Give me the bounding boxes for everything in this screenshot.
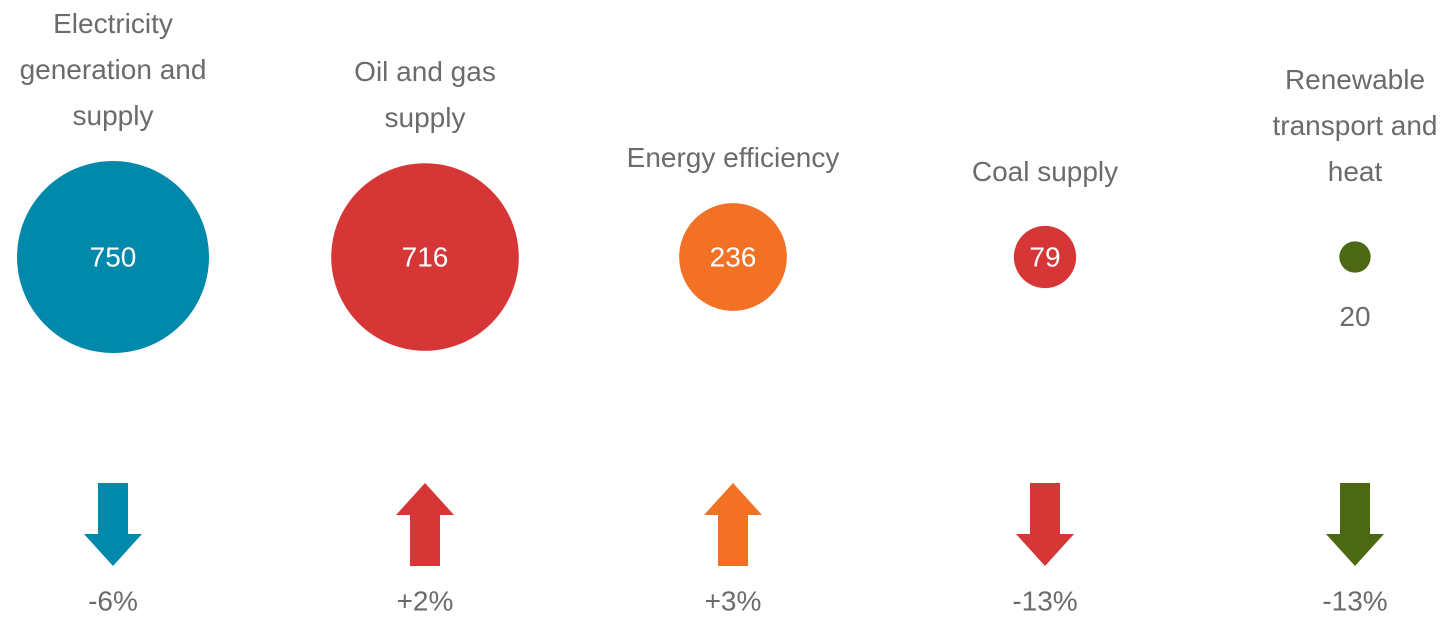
change-arrow	[84, 483, 142, 566]
category-label: Coal supply	[971, 156, 1119, 187]
bubble-value: 20	[1339, 301, 1370, 332]
change-arrow	[704, 483, 762, 566]
bubble	[1339, 241, 1371, 273]
change-arrow	[1016, 483, 1074, 566]
bubble	[331, 163, 519, 351]
change-arrow	[396, 483, 454, 566]
change-label: +3%	[705, 585, 762, 616]
change-label: -13%	[1322, 585, 1387, 616]
bubble-value: 79	[1029, 241, 1060, 272]
change-label: -13%	[1012, 585, 1077, 616]
change-label: -6%	[88, 585, 138, 616]
bubble-value: 750	[90, 241, 137, 272]
bubble	[679, 203, 787, 311]
category-label: Oil and gas supply	[354, 56, 496, 134]
change-label: +2%	[397, 585, 454, 616]
category-label: Energy efficiency	[626, 142, 840, 174]
category-label: Electricity generation and supply	[19, 8, 207, 131]
bubble	[1013, 225, 1077, 289]
change-arrow	[1326, 483, 1384, 566]
bubble-value: 716	[402, 241, 449, 272]
bubble-value: 236	[710, 241, 757, 272]
bubble	[17, 161, 209, 353]
category-label: Renewable transport and heat	[1272, 64, 1438, 187]
